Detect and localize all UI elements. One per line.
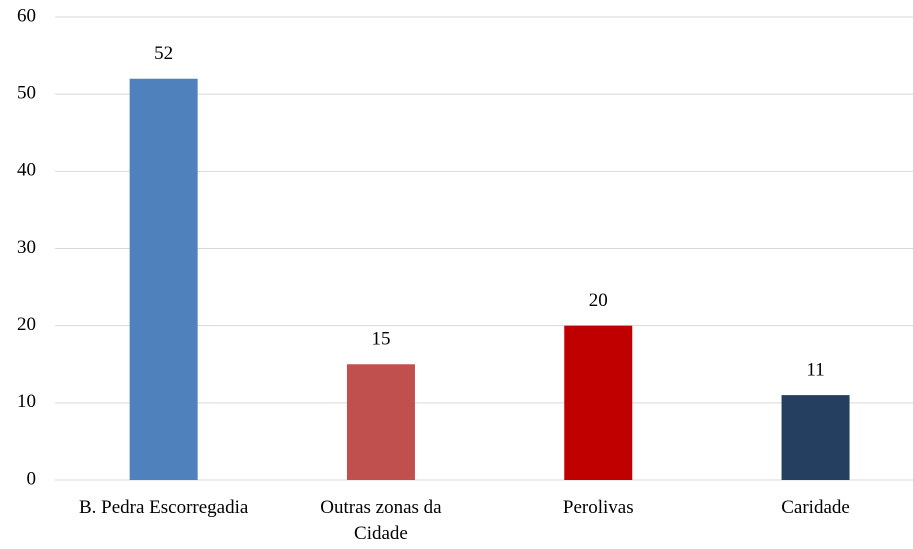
bar (781, 395, 850, 480)
y-tick-label: 50 (17, 83, 36, 104)
y-tick-label: 30 (17, 237, 36, 258)
x-tick-label: Outras zonas da Cidade (320, 497, 442, 544)
x-tick-label: Perolivas (562, 497, 634, 518)
data-label: 52 (154, 43, 173, 64)
y-tick-label: 0 (27, 468, 37, 489)
data-label: 20 (589, 290, 608, 311)
y-tick-label: 20 (17, 314, 36, 335)
bar (129, 78, 198, 480)
y-tick-label: 60 (17, 5, 36, 26)
data-label: 11 (806, 359, 824, 380)
data-label: 15 (371, 329, 390, 350)
y-tick-label: 40 (17, 160, 36, 181)
x-tick-label: B. Pedra Escorregadia (78, 497, 249, 518)
bar (346, 364, 415, 480)
x-tick-label: Caridade (781, 497, 850, 518)
bar (564, 325, 633, 480)
y-tick-label: 10 (17, 391, 36, 412)
